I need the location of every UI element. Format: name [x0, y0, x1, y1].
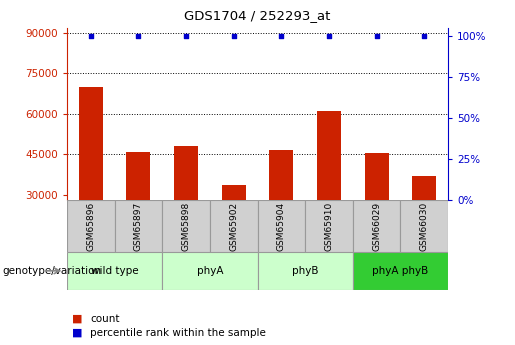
Bar: [353, 252, 448, 290]
Text: GSM65910: GSM65910: [324, 201, 333, 250]
Bar: [127, 151, 150, 276]
Bar: [67, 252, 162, 290]
Text: count: count: [90, 314, 119, 324]
Text: GSM65897: GSM65897: [134, 201, 143, 250]
Point: [230, 33, 238, 39]
Point: [420, 33, 428, 39]
Bar: [365, 153, 388, 276]
Bar: [162, 200, 210, 252]
Point: [134, 33, 143, 39]
Point: [325, 33, 333, 39]
Text: genotype/variation: genotype/variation: [3, 266, 101, 276]
Text: ■: ■: [72, 314, 82, 324]
Bar: [269, 150, 293, 276]
Bar: [210, 200, 258, 252]
Text: GSM65898: GSM65898: [182, 201, 191, 250]
Bar: [317, 111, 341, 276]
Point: [372, 33, 381, 39]
Bar: [353, 200, 401, 252]
Bar: [222, 185, 246, 276]
Text: phyA phyB: phyA phyB: [372, 266, 428, 276]
Bar: [162, 252, 258, 290]
Bar: [114, 200, 162, 252]
Bar: [413, 176, 436, 276]
Text: ■: ■: [72, 328, 82, 338]
Text: phyB: phyB: [292, 266, 318, 276]
Bar: [174, 146, 198, 276]
Bar: [79, 87, 102, 276]
Text: GSM66029: GSM66029: [372, 201, 381, 250]
Text: GSM65902: GSM65902: [229, 201, 238, 250]
Bar: [258, 252, 353, 290]
Point: [277, 33, 285, 39]
Text: GSM65896: GSM65896: [87, 201, 95, 250]
Bar: [67, 200, 115, 252]
Bar: [258, 200, 305, 252]
Bar: [305, 200, 353, 252]
Text: GDS1704 / 252293_at: GDS1704 / 252293_at: [184, 9, 331, 22]
Text: wild type: wild type: [91, 266, 139, 276]
Point: [182, 33, 190, 39]
Text: phyA: phyA: [197, 266, 223, 276]
Text: GSM66030: GSM66030: [420, 201, 428, 250]
Bar: [401, 200, 448, 252]
Point: [87, 33, 95, 39]
Text: GSM65904: GSM65904: [277, 201, 286, 250]
Text: percentile rank within the sample: percentile rank within the sample: [90, 328, 266, 338]
